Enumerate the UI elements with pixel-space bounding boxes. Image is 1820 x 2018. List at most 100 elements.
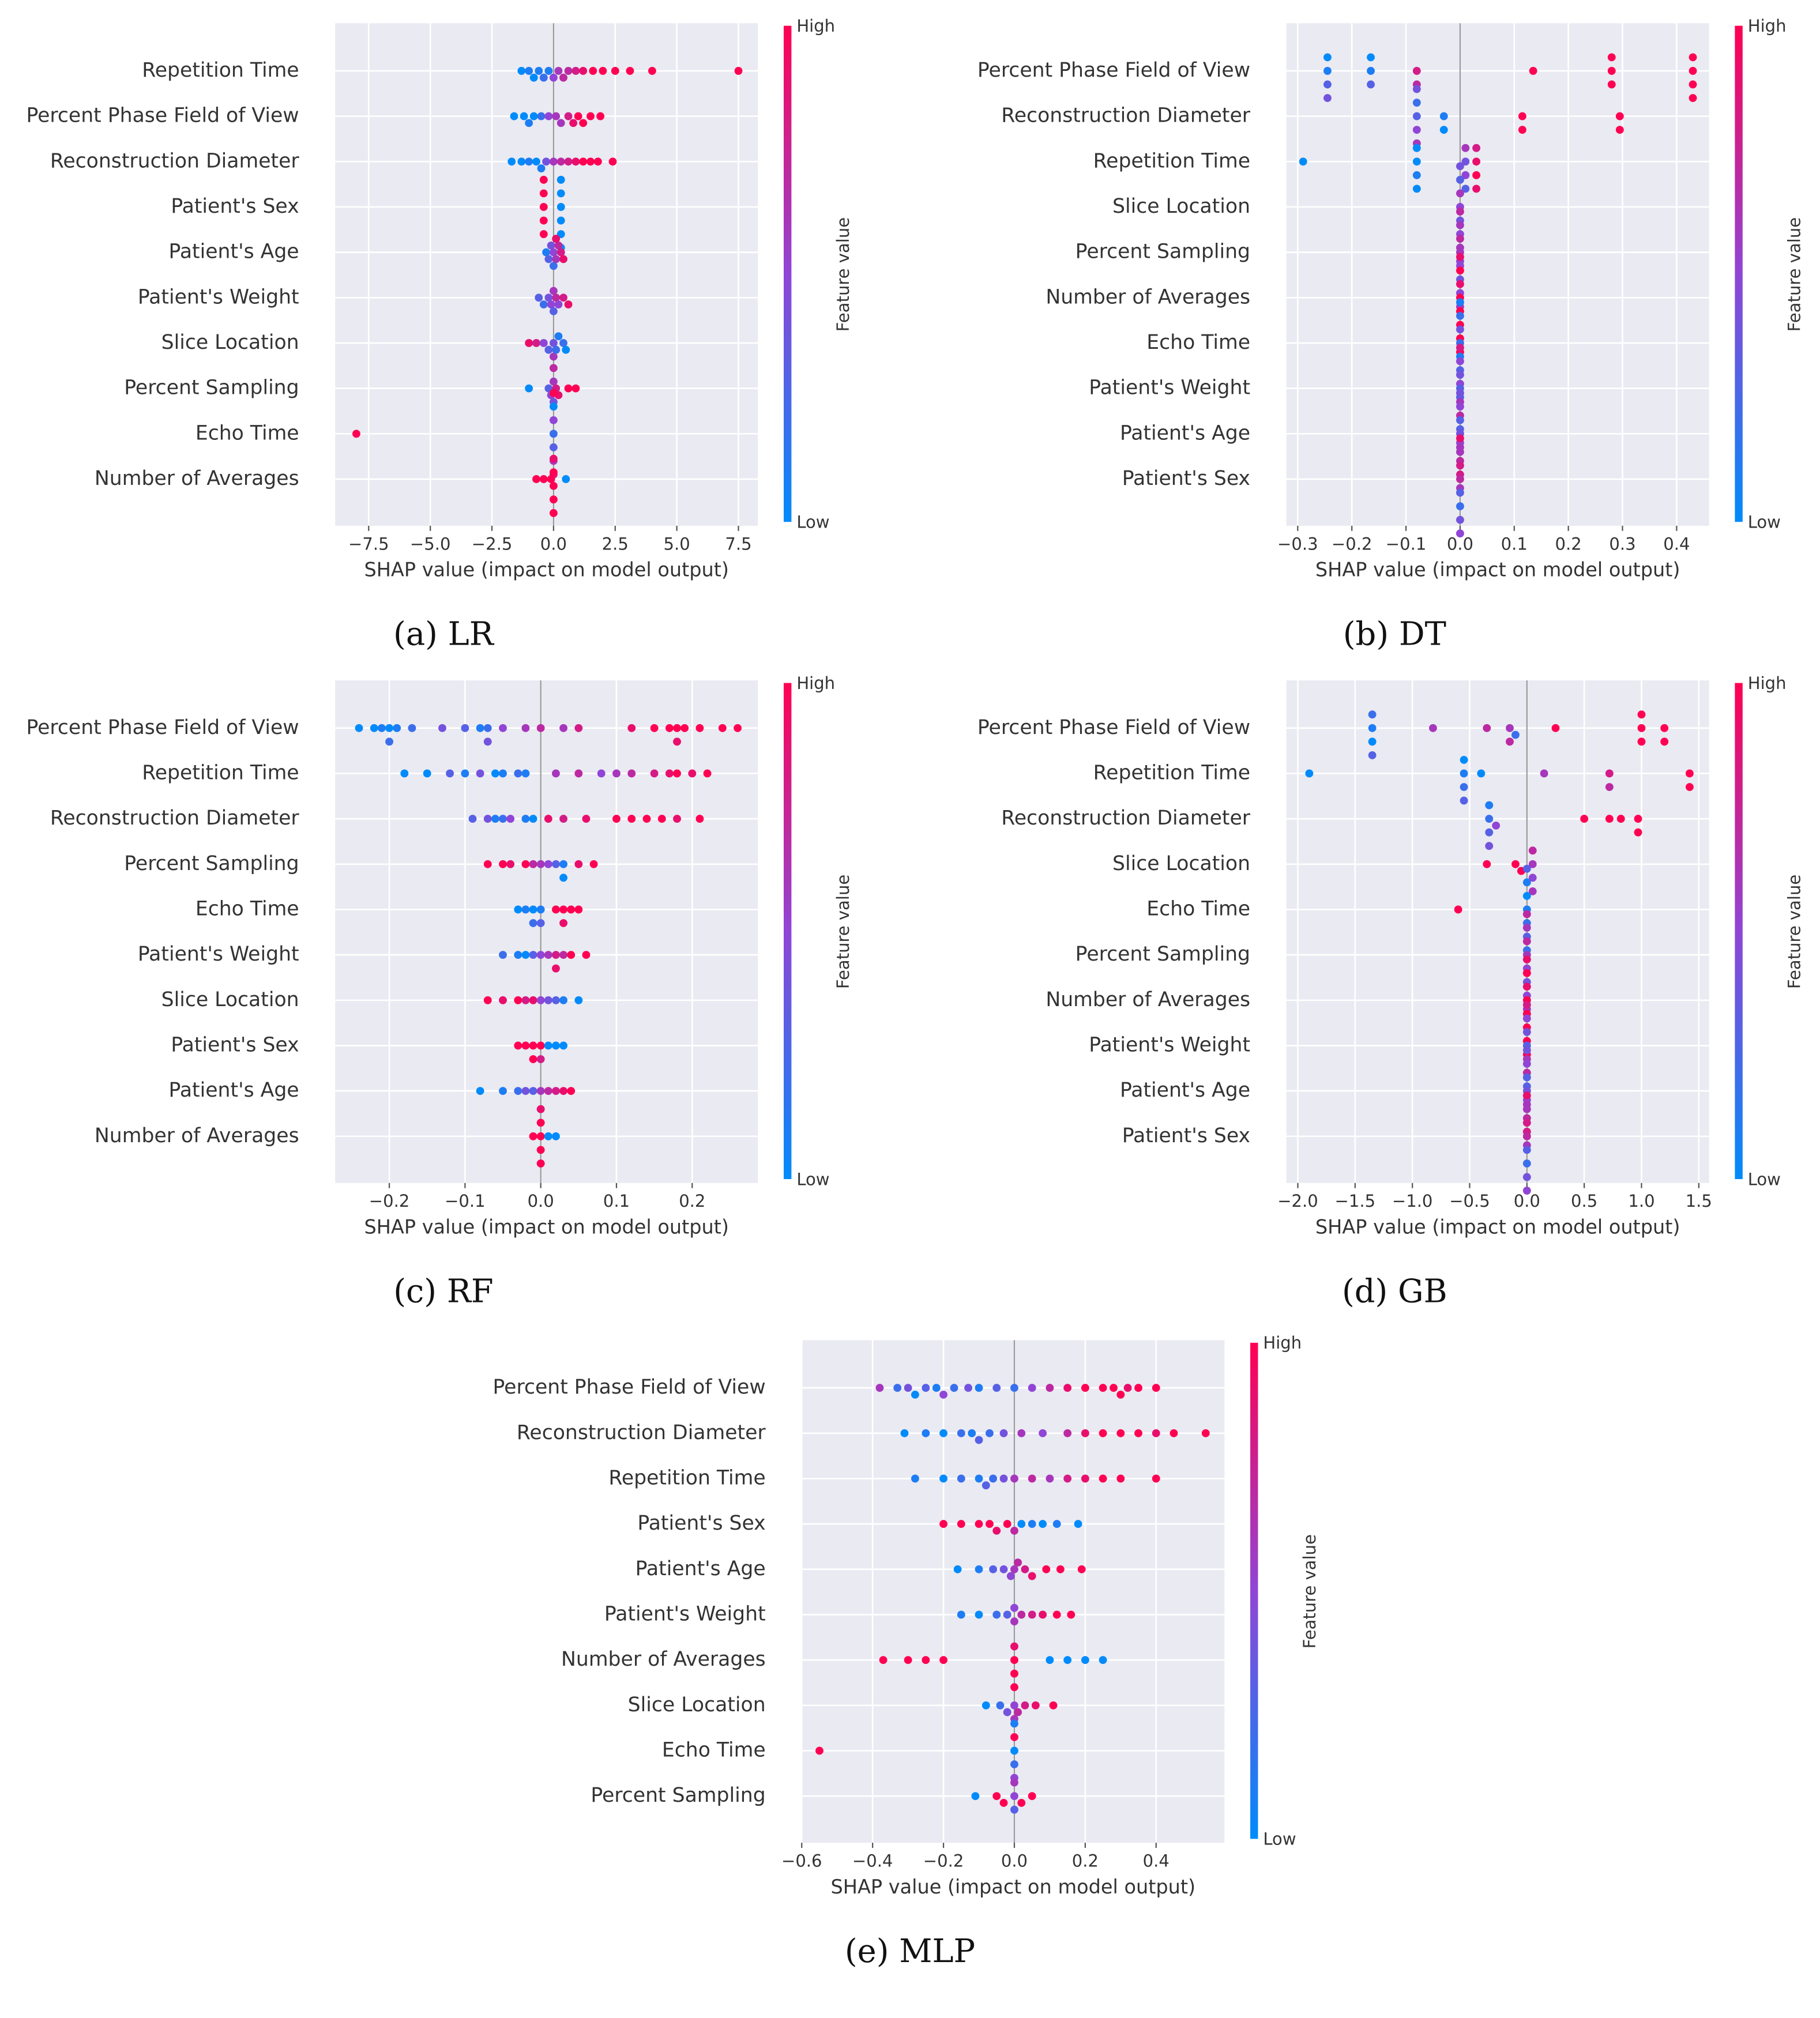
shap-point: [939, 1474, 947, 1483]
caption: (b) DT: [1343, 616, 1446, 653]
shap-point: [556, 189, 565, 198]
shap-point: [461, 769, 469, 778]
shap-point: [559, 724, 568, 732]
shap-point: [1368, 710, 1377, 719]
shap-point: [1685, 769, 1694, 778]
shap-point: [1528, 887, 1537, 895]
shap-point: [1428, 724, 1437, 732]
colorbar-high: High: [796, 16, 835, 36]
plot-background: [1286, 23, 1709, 526]
shap-point: [1010, 1683, 1018, 1692]
shap-point: [556, 119, 565, 127]
shap-point: [499, 951, 507, 959]
x-tick-label: 5.0: [664, 534, 690, 554]
shap-point: [562, 345, 570, 354]
shap-point: [734, 66, 743, 75]
shap-point: [507, 157, 516, 166]
colorbar: [783, 683, 792, 1180]
x-tick-label: 0.0: [528, 1191, 554, 1211]
shap-point: [564, 300, 573, 308]
shap-point: [1017, 1610, 1026, 1619]
row-label: Slice Location: [1112, 195, 1250, 218]
shap-point: [532, 157, 540, 166]
shap-point: [673, 815, 681, 823]
shap-point: [1456, 208, 1464, 216]
shap-point: [957, 1474, 965, 1483]
shap-point: [1014, 1558, 1022, 1567]
shap-point: [537, 164, 546, 172]
x-tick-label: 0.0: [540, 534, 567, 554]
shap-point: [1028, 1384, 1036, 1392]
shap-point: [1412, 99, 1421, 107]
shap-point: [1477, 769, 1486, 778]
x-tick-label: 0.2: [679, 1191, 705, 1211]
shap-point: [385, 737, 394, 746]
shap-point: [975, 1474, 983, 1483]
shap-point: [975, 1384, 983, 1392]
shap-point: [665, 769, 674, 778]
shap-point: [596, 112, 605, 121]
row-label: Reconstruction Diameter: [517, 1421, 766, 1444]
shap-point: [612, 815, 621, 823]
row-label: Percent Phase Field of View: [26, 104, 299, 127]
shap-point: [1046, 1384, 1054, 1392]
shap-point: [939, 1429, 947, 1437]
shap-point: [514, 951, 522, 959]
shap-point: [536, 919, 545, 927]
shap-point: [539, 216, 548, 225]
shap-point: [536, 1055, 545, 1063]
shap-point: [992, 1792, 1001, 1801]
shap-point: [597, 769, 606, 778]
x-tick-label: −7.5: [348, 534, 389, 554]
row-label: Reconstruction Diameter: [50, 807, 300, 830]
shap-point: [1634, 828, 1642, 837]
colorbar-high: High: [1748, 16, 1787, 36]
shap-point: [815, 1746, 823, 1755]
shap-point: [1456, 488, 1464, 497]
shap-point: [564, 66, 573, 75]
shap-point: [1046, 1656, 1054, 1665]
shap-point: [1412, 157, 1421, 166]
shap-point: [1528, 860, 1537, 868]
shap-point: [352, 430, 360, 438]
shap-point: [1522, 1173, 1531, 1181]
shap-point: [975, 1565, 983, 1573]
shap-point: [549, 287, 558, 295]
shap-point: [552, 112, 561, 121]
colorbar-low: Low: [1263, 1829, 1296, 1849]
shap-point: [549, 339, 558, 347]
shap-point: [1522, 924, 1531, 932]
shap-point: [1689, 66, 1697, 75]
shap-point: [476, 724, 484, 732]
row-label: Percent Phase Field of View: [26, 716, 299, 739]
shap-point: [544, 815, 552, 823]
shap-point: [1056, 1565, 1065, 1573]
shap-point: [1010, 1760, 1018, 1768]
shap-point: [1412, 126, 1421, 134]
colorbar-low: Low: [796, 1169, 829, 1189]
shap-point: [1010, 1746, 1018, 1755]
x-tick-label: −0.1: [445, 1191, 486, 1211]
shap-point: [1518, 112, 1526, 121]
shap-point: [1456, 371, 1464, 379]
shap-point: [1028, 1572, 1036, 1580]
shap-point: [703, 769, 712, 778]
shap-point: [586, 157, 595, 166]
shap-point: [552, 293, 561, 302]
shap-point: [1081, 1656, 1089, 1665]
shap-point: [521, 860, 530, 868]
shap-point: [559, 1087, 568, 1095]
shap-point: [1074, 1520, 1082, 1528]
shap-point: [559, 73, 567, 82]
row-label: Slice Location: [161, 988, 299, 1011]
shap-point: [1472, 185, 1481, 193]
shap-point: [559, 919, 568, 927]
shap-point: [542, 157, 551, 166]
shap-point: [695, 724, 704, 732]
row-label: Percent Sampling: [591, 1784, 765, 1807]
row-label: Patient's Age: [1120, 1079, 1250, 1102]
shap-point: [1528, 874, 1537, 882]
shap-point: [468, 815, 477, 823]
row-label: Repetition Time: [142, 761, 299, 784]
shap-point: [1485, 828, 1494, 837]
